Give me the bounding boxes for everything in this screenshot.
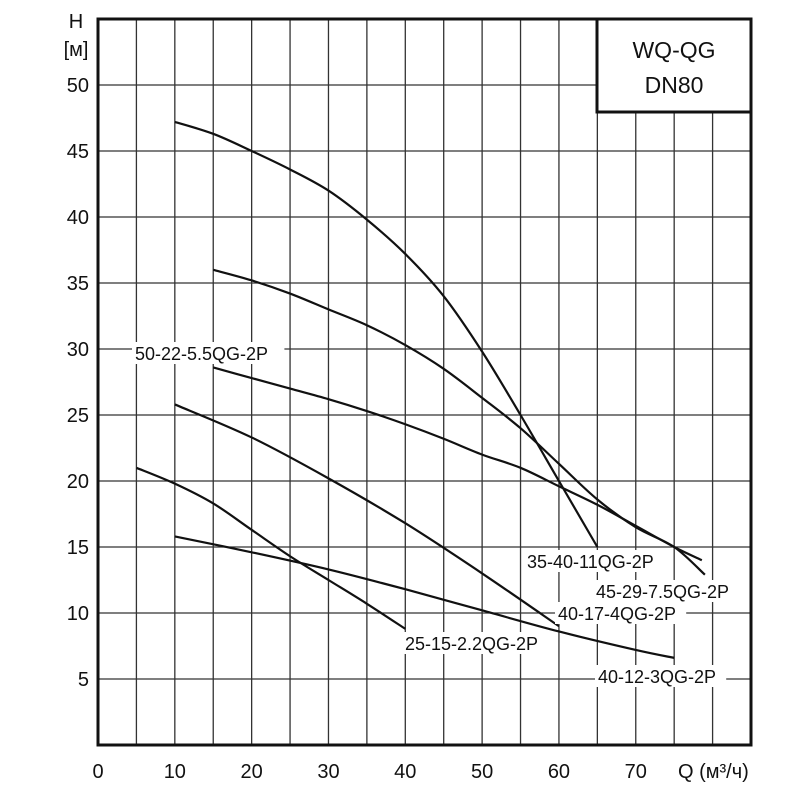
x-tick-label: 50 (471, 761, 493, 783)
series-line-35-40-11QG-2P (174, 120, 599, 548)
series-line-25-15-2.2QG-2P (135, 466, 406, 630)
y-tick-label: 10 (67, 603, 89, 625)
tick-labels: 0 10 20 30 40 50 60 70 5 10 15 20 25 30 35 40 45 50 (67, 75, 647, 783)
x-tick-label: 10 (164, 761, 186, 783)
series-label: 40-12-3QG-2P (598, 667, 716, 687)
series-label-bg (593, 580, 746, 602)
x-tick-label: 30 (317, 761, 339, 783)
x-tick-label: 20 (241, 761, 263, 783)
series-label-bg (132, 342, 285, 364)
x-tick-label: 60 (548, 761, 570, 783)
x-tick-label: 40 (394, 761, 416, 783)
x-tick-label: 0 (92, 761, 103, 783)
series-label-bg (402, 632, 555, 654)
y-tick-label: 25 (67, 405, 89, 427)
y-tick-label: 40 (67, 207, 89, 229)
series-labels: 35-40-11QG-2P 45-29-7.5QG-2P 50-22-5.5QG-2… (132, 342, 746, 687)
title-line-2: DN80 (645, 72, 704, 98)
plot-frame (96, 17, 753, 747)
x-axis-label: Q (м³/ч) (678, 761, 749, 783)
series-label-bg (555, 602, 687, 624)
series-label: 50-22-5.5QG-2P (135, 344, 268, 364)
series-label: 45-29-7.5QG-2P (596, 582, 729, 602)
title-box: WQ-QG DN80 (595, 17, 753, 114)
series-line-40-12-3QG-2P (174, 535, 675, 659)
series-line-40-17-4QG-2P (174, 403, 560, 628)
y-tick-label: 30 (67, 339, 89, 361)
y-tick-label: 50 (67, 75, 89, 97)
y-tick-label: 5 (78, 669, 89, 691)
y-axis-label-unit: [м] (64, 39, 89, 61)
y-tick-label: 45 (67, 141, 89, 163)
curves (135, 120, 706, 659)
series-label: 25-15-2.2QG-2P (405, 634, 538, 654)
series-line-50-22-5.5QG-2P (212, 366, 703, 562)
title-line-1: WQ-QG (632, 37, 715, 63)
series-label-bg (524, 550, 666, 572)
series-label: 40-17-4QG-2P (558, 604, 676, 624)
series-label: 35-40-11QG-2P (527, 552, 654, 572)
x-tick-label: 70 (625, 761, 647, 783)
y-tick-label: 20 (67, 471, 89, 493)
series-label-bg (595, 665, 727, 687)
y-tick-label: 35 (67, 273, 89, 295)
y-tick-label: 15 (67, 537, 89, 559)
y-axis-label-h: H (69, 11, 83, 33)
